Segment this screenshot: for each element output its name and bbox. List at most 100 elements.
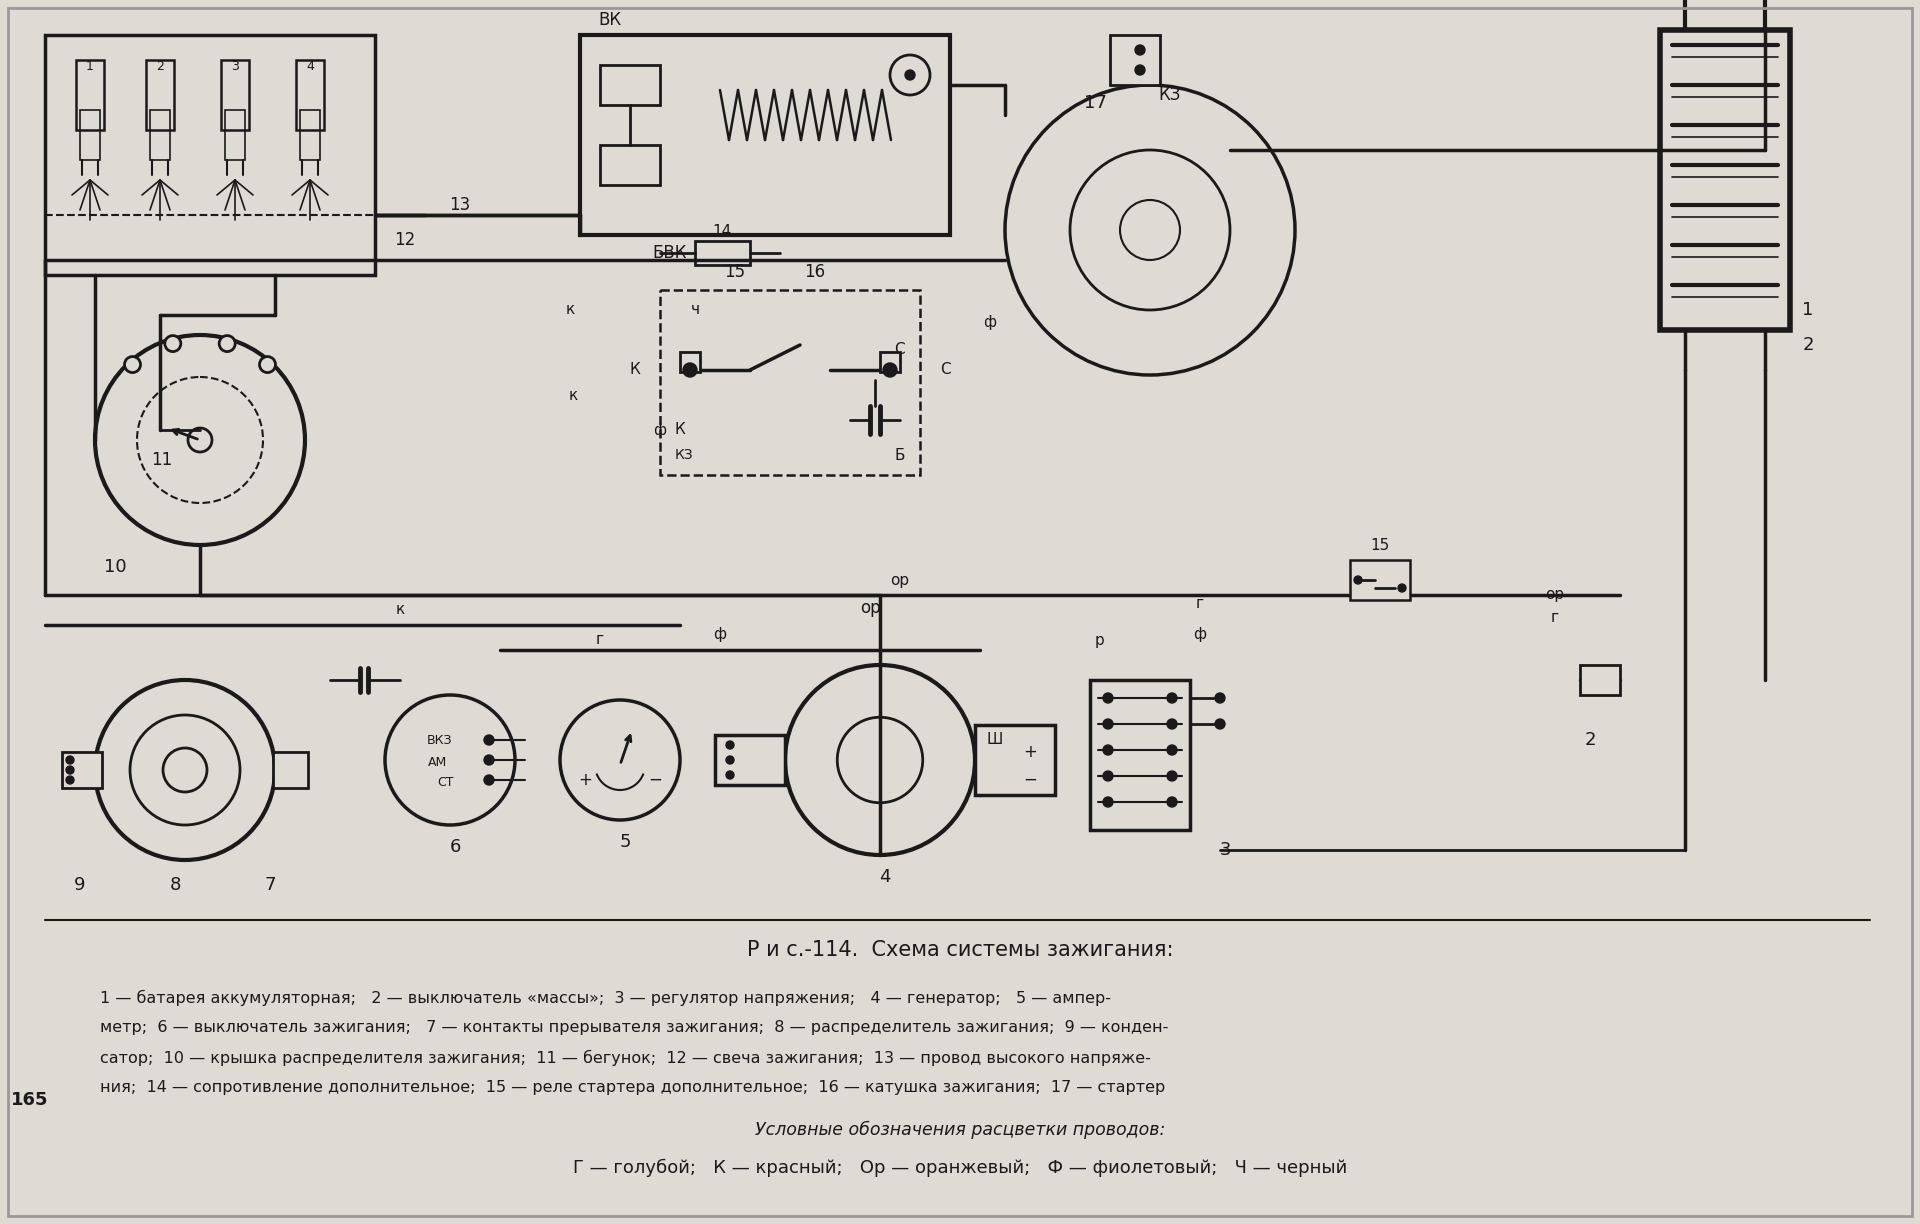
- Text: Р и с.-114.  Схема системы зажигания:: Р и с.-114. Схема системы зажигания:: [747, 940, 1173, 960]
- Text: −: −: [649, 771, 662, 789]
- Text: 1: 1: [1803, 301, 1814, 319]
- Text: АМ: АМ: [428, 755, 447, 769]
- Circle shape: [1167, 693, 1177, 703]
- Circle shape: [1215, 718, 1225, 730]
- Bar: [1580, 665, 1620, 695]
- Text: 4: 4: [305, 60, 315, 73]
- Circle shape: [1102, 693, 1114, 703]
- Bar: [273, 752, 307, 788]
- Circle shape: [1167, 771, 1177, 781]
- Text: С: С: [895, 343, 904, 357]
- Bar: [660, 290, 920, 475]
- Text: Ш: Ш: [987, 732, 1002, 748]
- Text: БВК: БВК: [653, 244, 687, 262]
- Text: г: г: [1196, 596, 1204, 611]
- Text: 1: 1: [86, 60, 94, 73]
- Text: 6: 6: [449, 838, 461, 856]
- Bar: [695, 241, 751, 266]
- Text: г: г: [595, 633, 605, 647]
- Circle shape: [1354, 577, 1361, 584]
- Text: К: К: [676, 422, 685, 437]
- Text: 12: 12: [394, 231, 415, 248]
- Text: ор: ор: [1546, 588, 1565, 602]
- Circle shape: [1102, 745, 1114, 755]
- Text: ф: ф: [714, 628, 726, 643]
- Text: 15: 15: [1371, 537, 1390, 552]
- Circle shape: [1102, 771, 1114, 781]
- Text: К: К: [630, 362, 641, 377]
- Text: 10: 10: [104, 558, 127, 577]
- Text: ф: ф: [653, 422, 666, 437]
- Circle shape: [1135, 65, 1144, 75]
- Circle shape: [484, 755, 493, 765]
- Bar: [300, 110, 321, 160]
- Circle shape: [726, 771, 733, 778]
- Text: ВК: ВК: [599, 11, 622, 29]
- Bar: [77, 60, 104, 130]
- Text: +: +: [1023, 743, 1037, 761]
- Bar: [1110, 35, 1160, 84]
- Text: ч: ч: [691, 302, 699, 317]
- Text: 9: 9: [75, 876, 86, 894]
- Bar: [225, 110, 246, 160]
- Circle shape: [165, 335, 180, 351]
- Bar: [221, 60, 250, 130]
- Circle shape: [259, 356, 275, 372]
- Bar: [44, 35, 374, 275]
- Text: СТ: СТ: [436, 776, 453, 788]
- Text: 2: 2: [1803, 337, 1814, 354]
- Text: ВКЗ: ВКЗ: [428, 733, 453, 747]
- Text: 11: 11: [152, 450, 173, 469]
- Text: КЗ: КЗ: [676, 448, 693, 461]
- Circle shape: [726, 741, 733, 749]
- Bar: [1091, 681, 1190, 830]
- Circle shape: [684, 364, 697, 377]
- Bar: [296, 60, 324, 130]
- Circle shape: [219, 335, 234, 351]
- Text: ф: ф: [983, 315, 996, 329]
- Text: 3: 3: [230, 60, 238, 73]
- Circle shape: [883, 364, 897, 377]
- Text: ор: ор: [891, 573, 910, 588]
- Text: +: +: [578, 771, 591, 789]
- Circle shape: [65, 756, 75, 764]
- Bar: [146, 60, 175, 130]
- Bar: [1661, 31, 1789, 330]
- Bar: [975, 725, 1054, 796]
- Bar: [714, 734, 785, 785]
- Bar: [81, 110, 100, 160]
- Text: 13: 13: [449, 196, 470, 214]
- Circle shape: [1135, 45, 1144, 55]
- Circle shape: [1215, 693, 1225, 703]
- Text: 1 — батарея аккумуляторная;   2 — выключатель «массы»;  3 — регулятор напряжения: 1 — батарея аккумуляторная; 2 — выключат…: [100, 990, 1112, 1006]
- Text: к: к: [568, 388, 578, 403]
- Circle shape: [125, 356, 140, 372]
- Circle shape: [484, 775, 493, 785]
- Bar: [680, 353, 701, 372]
- Circle shape: [65, 766, 75, 774]
- Text: сатор;  10 — крышка распределителя зажигания;  11 — бегунок;  12 — свеча зажиган: сатор; 10 — крышка распределителя зажига…: [100, 1050, 1150, 1066]
- Text: Б: Б: [895, 448, 904, 463]
- Text: 7: 7: [265, 876, 276, 894]
- Bar: [580, 35, 950, 235]
- Text: ф: ф: [1194, 628, 1206, 643]
- Text: 2: 2: [156, 60, 163, 73]
- Text: метр;  6 — выключатель зажигания;   7 — контакты прерывателя зажигания;  8 — рас: метр; 6 — выключатель зажигания; 7 — кон…: [100, 1020, 1169, 1036]
- Bar: [599, 144, 660, 185]
- Circle shape: [65, 776, 75, 785]
- Circle shape: [1167, 745, 1177, 755]
- Circle shape: [1398, 584, 1405, 592]
- Text: 3: 3: [1219, 841, 1231, 859]
- Text: С: С: [939, 362, 950, 377]
- Text: к: к: [396, 602, 405, 617]
- Text: 16: 16: [804, 263, 826, 282]
- Circle shape: [484, 734, 493, 745]
- Circle shape: [1167, 718, 1177, 730]
- Text: р: р: [1094, 633, 1104, 647]
- Bar: [1350, 561, 1409, 600]
- Text: ор: ор: [860, 599, 879, 617]
- Text: Условные обозначения расцветки проводов:: Условные обозначения расцветки проводов:: [755, 1121, 1165, 1140]
- Text: КЗ: КЗ: [1160, 86, 1181, 104]
- Text: г: г: [1551, 611, 1559, 625]
- Text: 2: 2: [1584, 731, 1596, 749]
